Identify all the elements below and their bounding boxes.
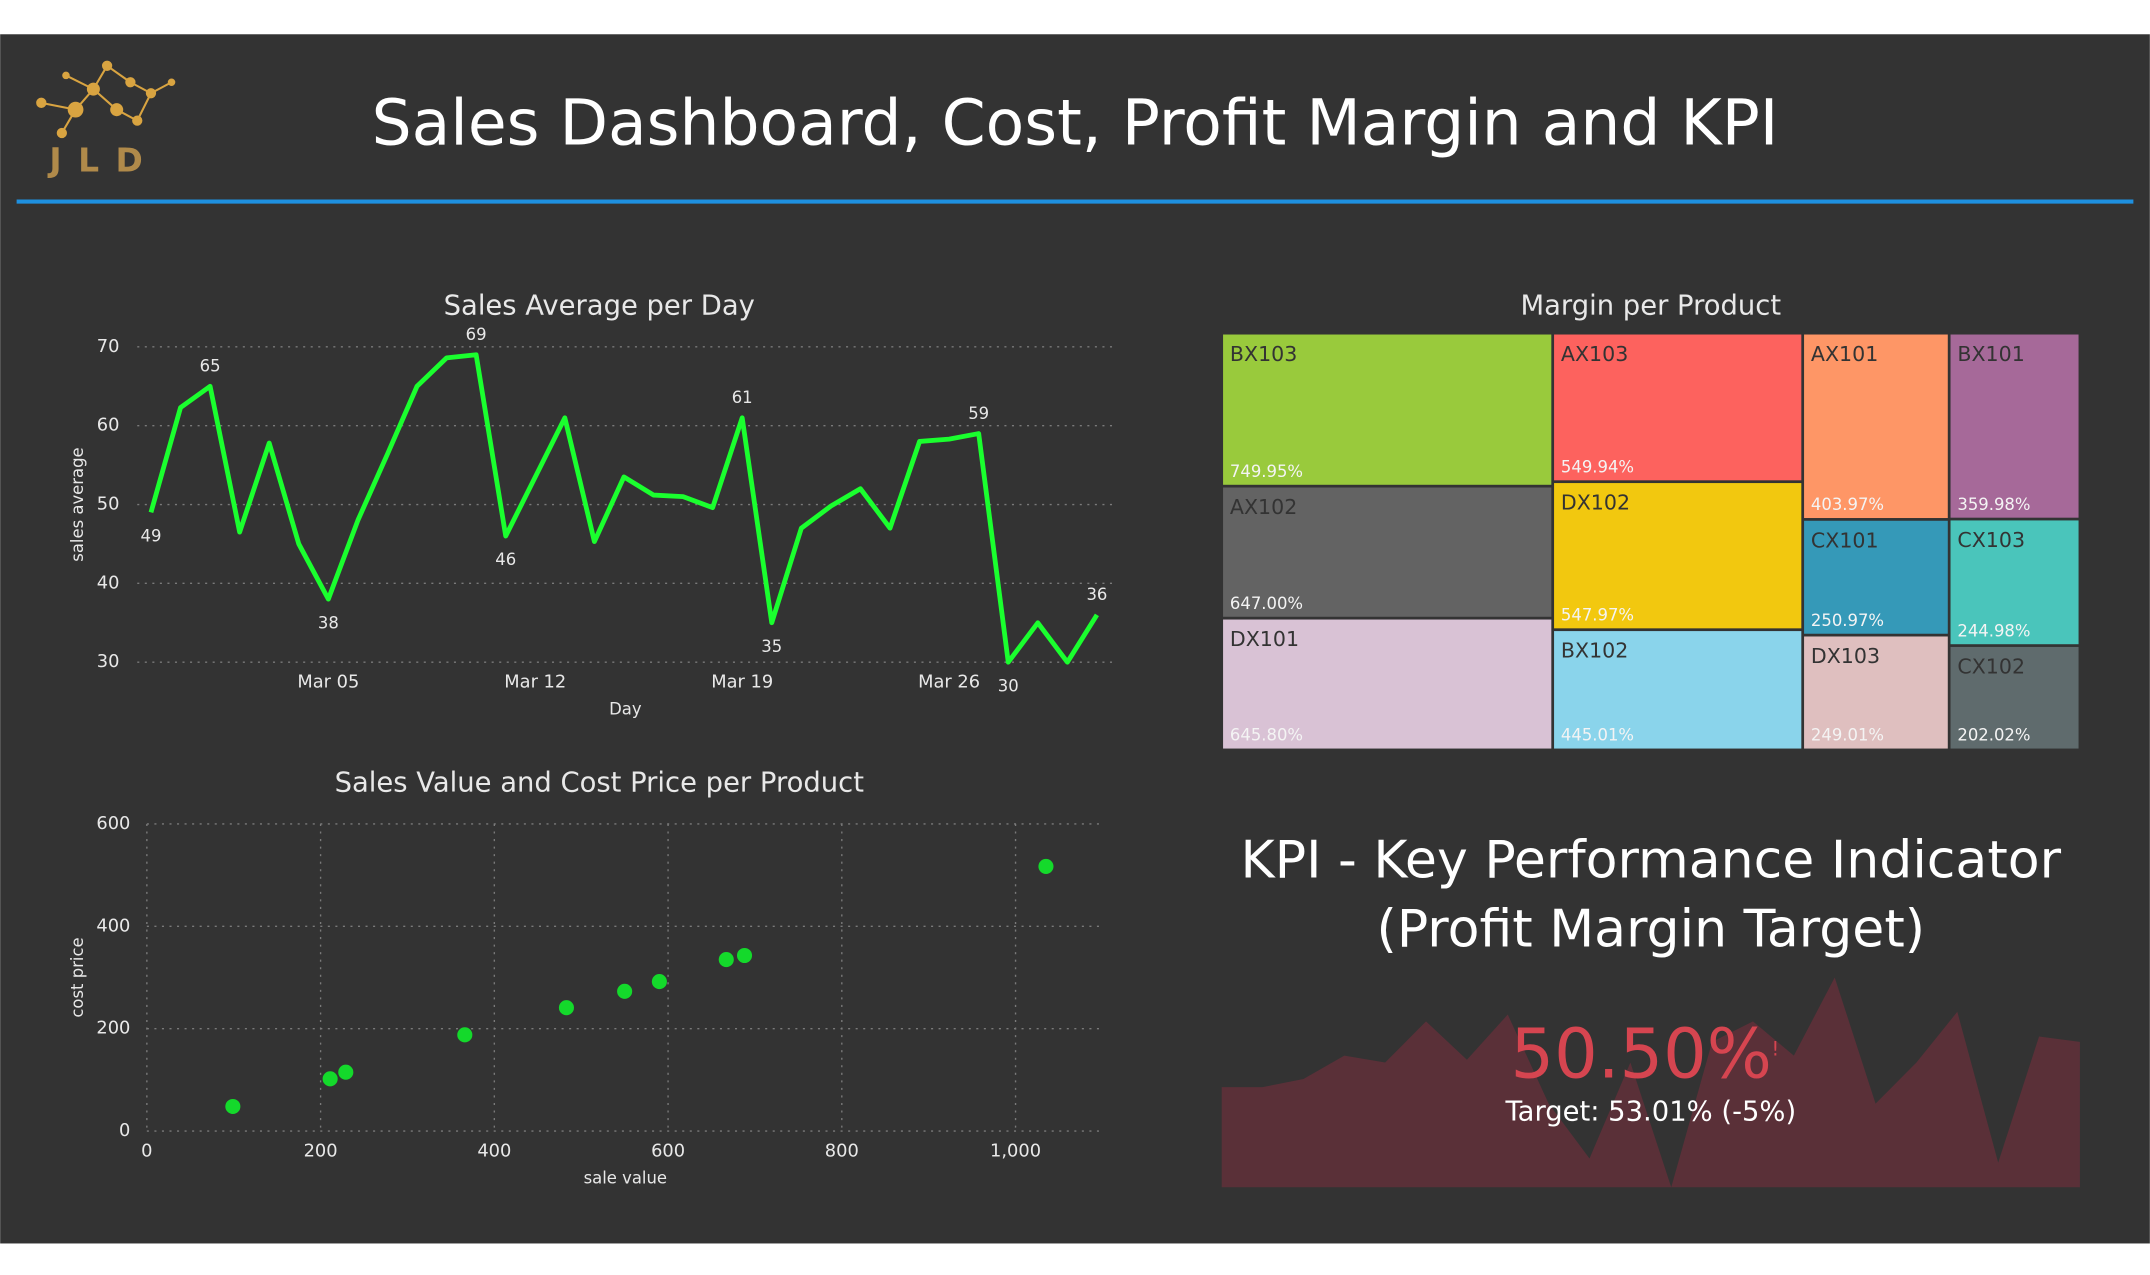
tile-value: 202.02% (1957, 726, 2030, 745)
data-label: 36 (1086, 585, 1107, 604)
chart-title: Margin per Product (1520, 291, 1781, 322)
x-tick-label: Mar 05 (297, 672, 359, 693)
tile-label: DX102 (1561, 491, 1630, 515)
scatter-point (651, 974, 667, 990)
logo (36, 60, 176, 139)
tile-value: 359.98% (1957, 495, 2030, 514)
tile-label: CX103 (1957, 528, 2025, 552)
data-label: 65 (200, 357, 221, 376)
x-tick-label: Mar 26 (918, 672, 980, 693)
scatter-point (718, 952, 734, 968)
tile-value: 547.97% (1561, 606, 1634, 625)
tile-value: 445.01% (1561, 726, 1634, 745)
treemap-tile (1804, 636, 1948, 749)
y-tick-label: 40 (97, 572, 120, 593)
scatter-point (558, 1000, 574, 1016)
scatter-point (225, 1098, 241, 1115)
treemap-tile (1223, 487, 1552, 617)
y-tick-label: 600 (96, 813, 130, 834)
y-tick-label: 0 (119, 1120, 130, 1141)
tile-value: 250.97% (1811, 611, 1884, 630)
tile-value: 249.01% (1811, 726, 1884, 745)
treemap-tile (1804, 520, 1948, 634)
y-tick-label: 50 (97, 494, 120, 515)
data-label: 38 (318, 613, 339, 632)
data-label: 61 (732, 388, 753, 407)
y-tick-label: 30 (97, 651, 120, 672)
treemap-tile (1804, 334, 1948, 519)
y-tick-label: 400 (96, 915, 130, 936)
scatter-point (617, 983, 633, 999)
tile-label: AX103 (1561, 342, 1628, 366)
tile-value: 403.97% (1811, 495, 1884, 514)
line-series (148, 352, 1099, 665)
x-tick-label: 200 (304, 1141, 338, 1162)
logo-text: JLD (47, 140, 159, 179)
tile-label: AX101 (1811, 342, 1878, 366)
data-label: 49 (141, 527, 162, 546)
tile-value: 749.95% (1230, 462, 1303, 481)
scatter-point (322, 1071, 338, 1087)
tile-value: 645.80% (1230, 726, 1303, 745)
tile-value: 647.00% (1230, 594, 1303, 613)
data-label: 59 (968, 404, 989, 423)
tile-label: CX101 (1811, 528, 1879, 552)
x-tick-label: 0 (141, 1141, 152, 1162)
kpi-title: KPI - Key Performance Indicator (1241, 831, 2062, 891)
y-tick-label: 200 (96, 1018, 130, 1039)
trend-area (1221, 977, 2080, 1188)
tile-label: AX102 (1230, 495, 1297, 519)
y-tick-label: 60 (97, 415, 120, 436)
treemap-tile (1223, 334, 1552, 485)
treemap-tile (1554, 483, 1802, 629)
scatter-point (736, 947, 753, 964)
data-label: 35 (761, 637, 782, 656)
tile-label: CX102 (1957, 655, 2025, 679)
data-label: 69 (466, 325, 487, 344)
kpi-target: Target: 53.01% (-5%) (1504, 1097, 1796, 1128)
tile-label: BX103 (1230, 342, 1297, 366)
x-tick-label: Mar 19 (711, 672, 773, 693)
tile-label: BX102 (1561, 639, 1628, 663)
x-tick-label: 1,000 (990, 1141, 1041, 1162)
treemap-tile (1950, 334, 2079, 518)
tile-value: 549.94% (1561, 457, 1634, 476)
tile-label: BX101 (1957, 342, 2024, 366)
scatter-point (338, 1064, 354, 1080)
treemap-tile (1950, 646, 2079, 749)
dashboard-title: Sales Dashboard, Cost, Profit Margin and… (372, 86, 1779, 160)
x-tick-label: Mar 12 (504, 672, 566, 693)
treemap-tile (1223, 619, 1552, 749)
x-tick-label: 400 (477, 1141, 511, 1162)
treemap-tile (1554, 631, 1802, 749)
chart-title: Sales Average per Day (444, 291, 755, 322)
data-label: 46 (495, 550, 516, 569)
y-axis-title: sales average (68, 447, 87, 561)
x-tick-label: 800 (825, 1141, 859, 1162)
y-tick-label: 70 (97, 336, 120, 357)
y-axis-title: cost price (68, 937, 87, 1017)
x-axis-title: sale value (584, 1169, 667, 1188)
tile-value: 244.98% (1957, 621, 2030, 640)
data-label: 30 (998, 676, 1019, 695)
x-tick-label: 600 (651, 1141, 685, 1162)
kpi-value: 50.50% (1511, 1014, 1772, 1094)
scatter-point (1038, 858, 1054, 874)
tile-label: DX101 (1230, 627, 1299, 651)
chart-title: Sales Value and Cost Price per Product (335, 768, 865, 799)
kpi-alert: ! (1771, 1038, 1779, 1061)
tile-label: DX103 (1811, 644, 1880, 668)
scatter-point (457, 1027, 473, 1043)
treemap-tile (1950, 520, 2079, 645)
x-axis-title: Day (609, 700, 642, 719)
treemap-tile (1554, 334, 1802, 481)
kpi-subtitle: (Profit Margin Target) (1377, 899, 1926, 959)
